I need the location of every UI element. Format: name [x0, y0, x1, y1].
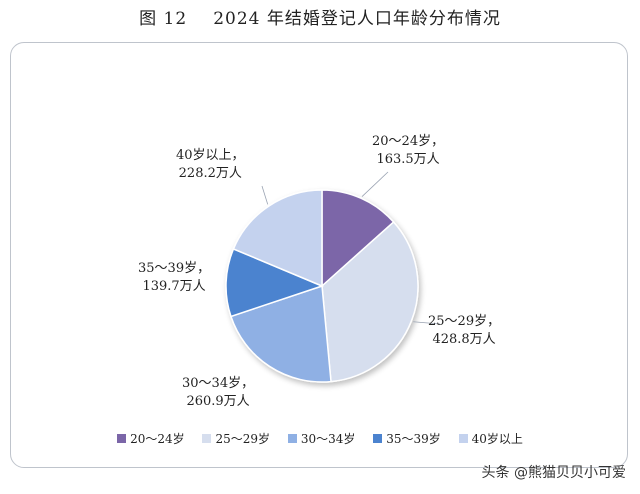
slice-label-40-plus: 40岁以上， 228.2万人 [176, 148, 245, 181]
slice-label-30-34: 30～34岁， 260.9万人 [182, 376, 255, 409]
legend-swatch [458, 434, 468, 443]
legend: 20～24岁 25～29岁 30～34岁 35～39岁 40岁以上 [0, 430, 640, 447]
legend-swatch [373, 434, 383, 443]
pie-slice-2 [321, 220, 419, 383]
figure-number: 图 12 [139, 9, 188, 29]
slice-label-20-24: 20～24岁， 163.5万人 [372, 134, 445, 167]
pie-slice-5 [232, 189, 323, 288]
legend-swatch [202, 434, 212, 443]
pie-slice-1 [321, 189, 395, 288]
slice-label-25-29: 25～29岁， 428.8万人 [428, 314, 501, 347]
leader-line-5 [261, 185, 269, 205]
pie-slice-3 [229, 284, 332, 383]
legend-item-35-39: 35～39岁 [373, 430, 441, 447]
legend-swatch [287, 434, 297, 443]
figure-title: 图 12 2024 年结婚登记人口年龄分布情况 [0, 4, 640, 29]
slice-label-35-39: 35～39岁， 139.7万人 [138, 261, 211, 294]
leader-line-1 [361, 171, 389, 197]
legend-swatch [117, 434, 127, 443]
leader-line-2 [413, 321, 441, 325]
legend-item-40-plus: 40岁以上 [458, 430, 523, 447]
watermark: 头条 @熊猫贝贝小可爱 [481, 465, 626, 481]
legend-item-30-34: 30～34岁 [287, 430, 355, 447]
legend-item-20-24: 20～24岁 [117, 430, 185, 447]
pie-slice-4 [225, 247, 325, 318]
figure-title-text: 2024 年结婚登记人口年龄分布情况 [213, 9, 501, 29]
legend-item-25-29: 25～29岁 [202, 430, 270, 447]
